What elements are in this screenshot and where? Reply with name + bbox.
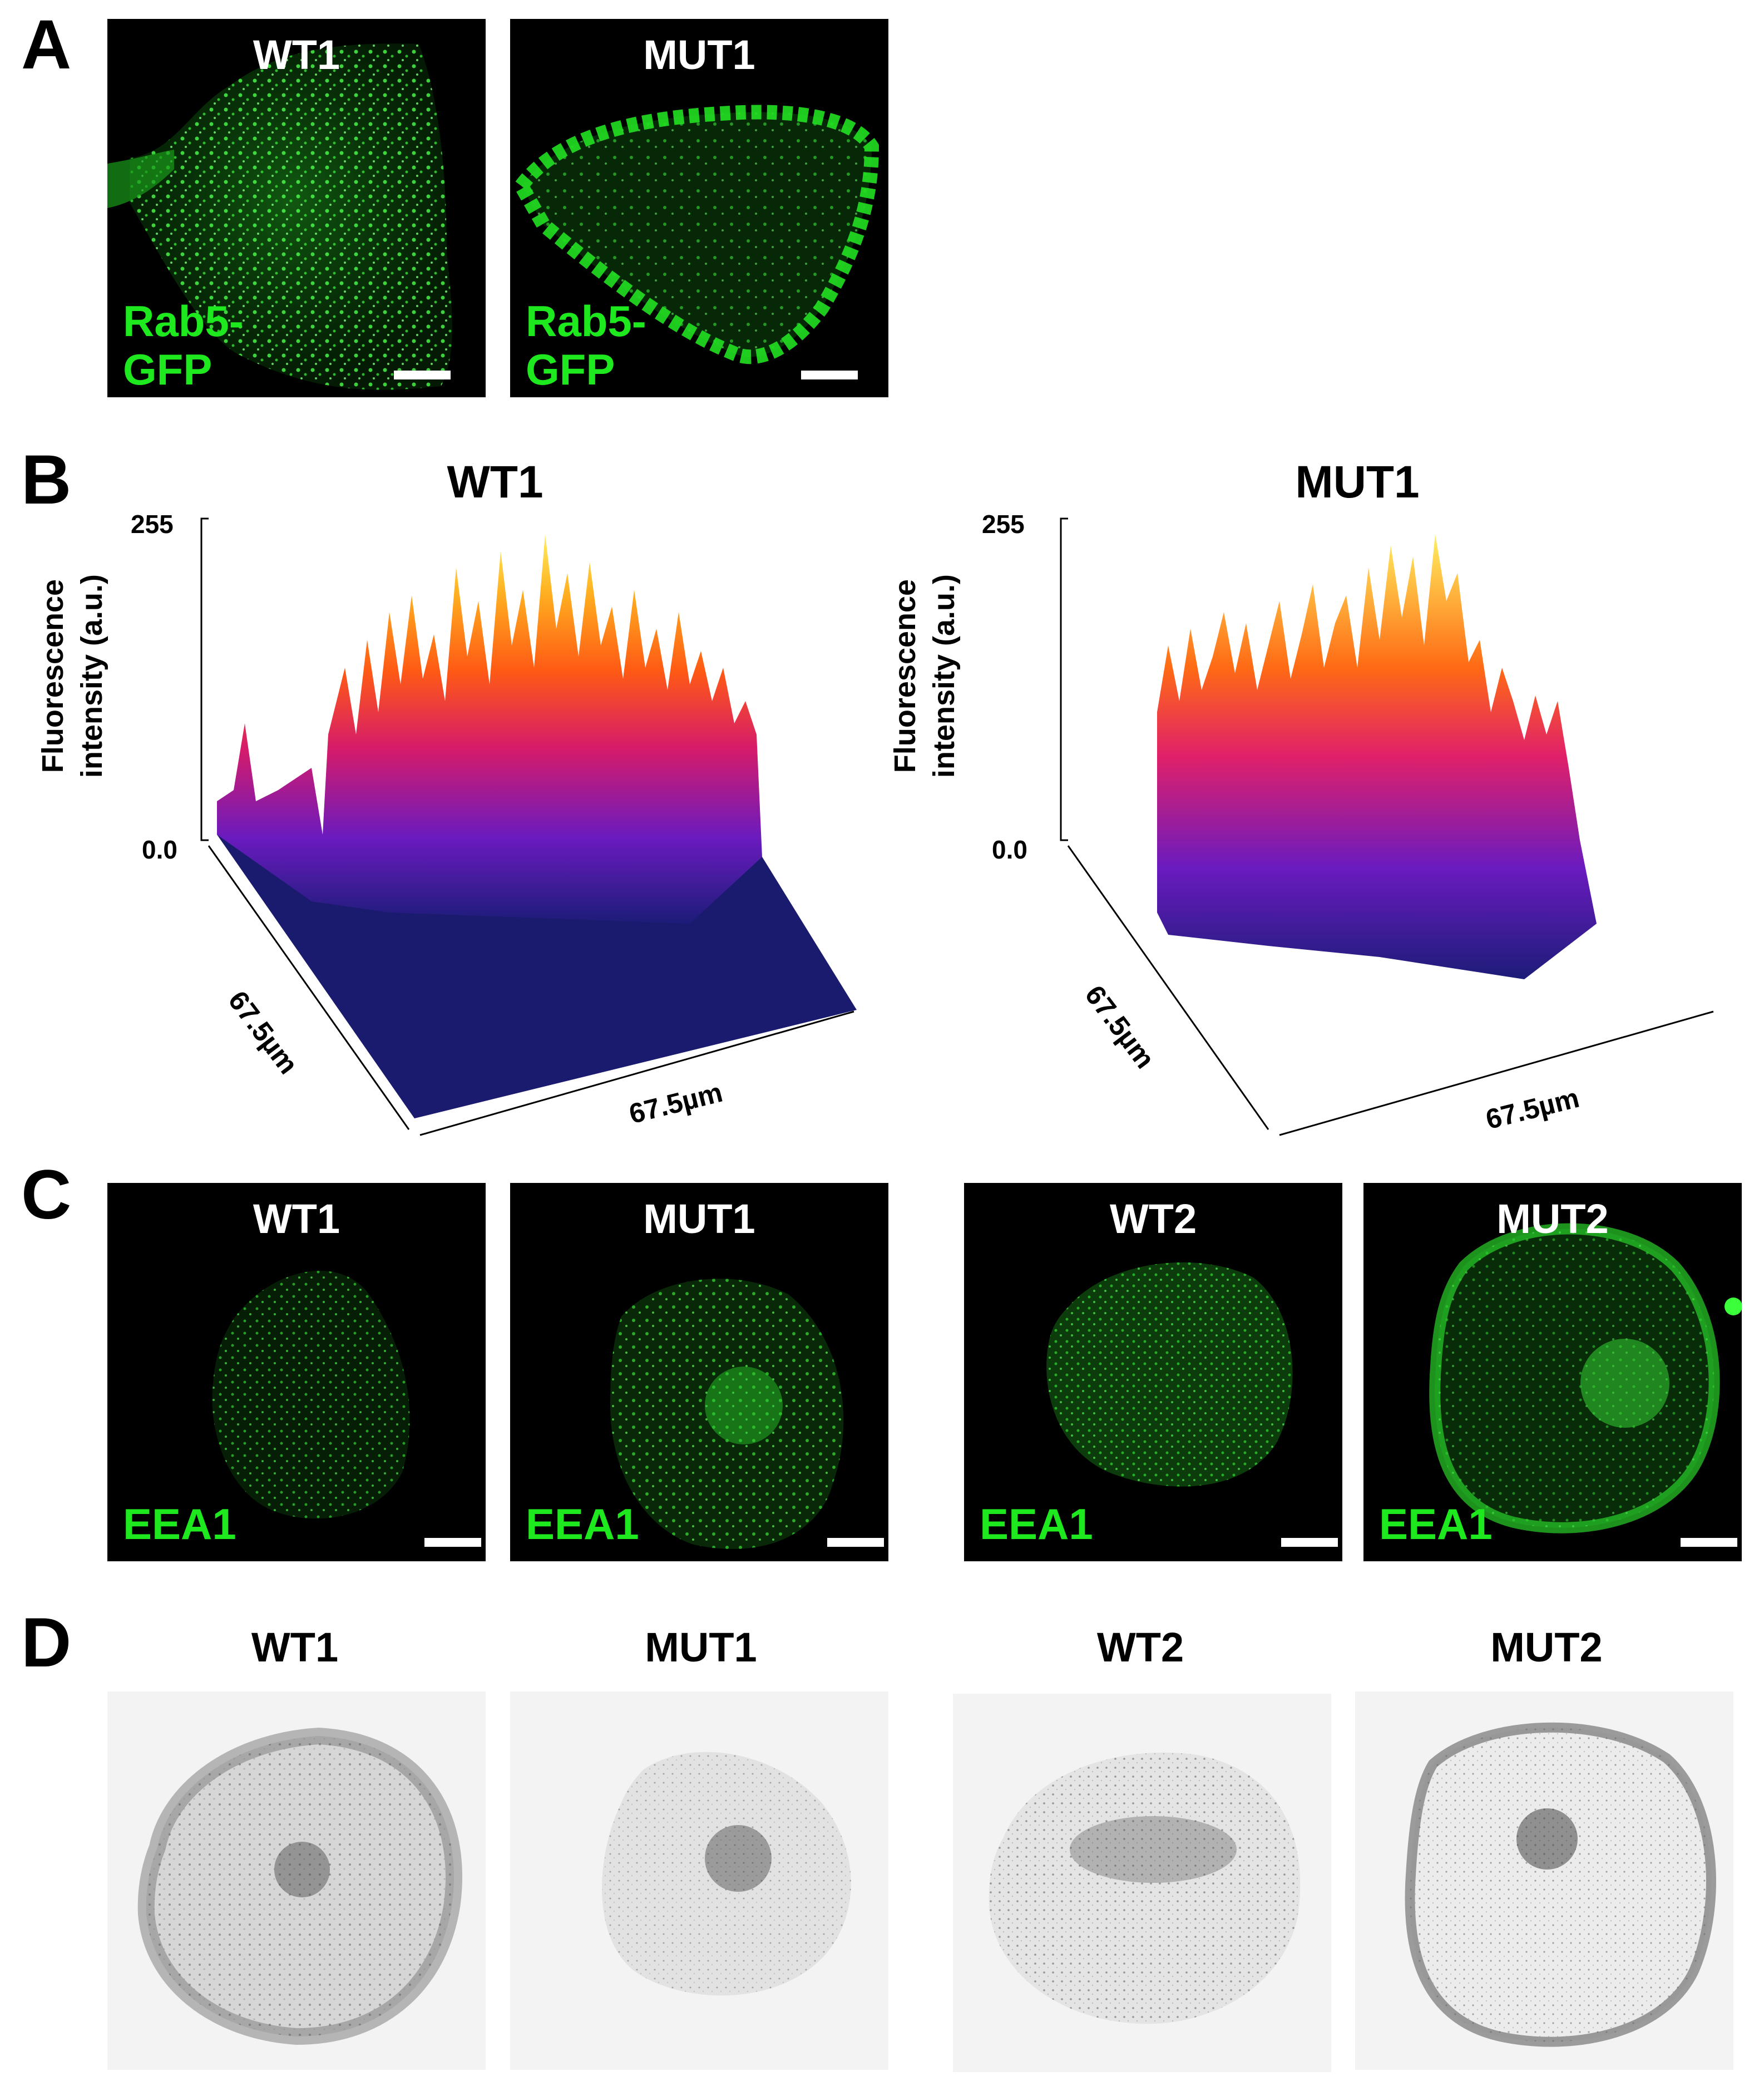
panel-c-letter: C bbox=[21, 1156, 72, 1234]
panel-a-wt1-title: WT1 bbox=[253, 32, 340, 78]
marker-line-1: Rab5- bbox=[526, 297, 646, 346]
panel-c-mut2-title: MUT2 bbox=[1496, 1196, 1609, 1242]
panel-c-mut1-title: MUT1 bbox=[643, 1196, 755, 1242]
panel-d-letter: D bbox=[21, 1604, 72, 1681]
y-max-label: 255 bbox=[131, 510, 174, 539]
panel-d-mut1-title: MUT1 bbox=[645, 1624, 757, 1670]
scale-bar bbox=[827, 1538, 884, 1547]
depth-axis-line bbox=[1067, 845, 1269, 1130]
panel-a-mut1-title: MUT1 bbox=[643, 32, 755, 78]
mut1-surface-svg bbox=[1060, 517, 1714, 1136]
eea1-mut2-image: MUT2 EEA1 bbox=[1363, 1183, 1742, 1561]
inverted-wt2-cell bbox=[989, 1752, 1301, 2024]
wt1-surface-svg bbox=[200, 517, 857, 1136]
rab5-gfp-mut1-image: MUT1 Rab5- GFP bbox=[510, 19, 888, 397]
scale-bar bbox=[801, 371, 858, 379]
width-axis-line bbox=[1279, 1010, 1714, 1136]
eea1-wt2-image: WT2 EEA1 bbox=[964, 1183, 1342, 1561]
marker-line-2: GFP bbox=[123, 345, 213, 394]
width-axis-line bbox=[419, 1010, 854, 1136]
panel-d-wt1-title: WT1 bbox=[251, 1624, 339, 1670]
panel-c-wt2-title: WT2 bbox=[1109, 1196, 1197, 1242]
inverted-mut1-cell bbox=[602, 1752, 851, 1996]
panel-a-mut1-marker: Rab5- GFP bbox=[526, 297, 646, 394]
wt1-intensity-surface bbox=[217, 534, 762, 924]
rab5-gfp-wt1-image: WT1 Rab5- GFP bbox=[107, 19, 486, 397]
inverted-mut2-cell bbox=[1405, 1722, 1716, 2047]
panel-a-wt1-marker: Rab5- GFP bbox=[123, 297, 244, 394]
y-max-label: 255 bbox=[982, 510, 1025, 539]
panel-c-wt2-marker: EEA1 bbox=[980, 1500, 1093, 1548]
eea1-wt1-image: WT1 EEA1 bbox=[107, 1183, 486, 1561]
panel-c-mut1-marker: EEA1 bbox=[526, 1500, 639, 1548]
panel-c-wt1-marker: EEA1 bbox=[123, 1500, 236, 1548]
inverted-wt2-image bbox=[953, 1694, 1331, 2072]
inverted-mut2-image bbox=[1355, 1691, 1733, 2070]
eea1-mut1-image: MUT1 EEA1 bbox=[510, 1183, 888, 1561]
eea1-mut2-cell bbox=[1429, 1223, 1742, 1533]
panel-b-letter: B bbox=[21, 441, 72, 519]
panel-a-letter: A bbox=[21, 6, 72, 83]
inverted-mut1-image bbox=[510, 1691, 888, 2070]
inverted-wt1-cell bbox=[137, 1727, 462, 2045]
eea1-wt2-cell bbox=[1046, 1262, 1293, 1487]
y-min-label: 0.0 bbox=[142, 835, 177, 864]
panel-b-mut1-title: MUT1 bbox=[1295, 457, 1420, 507]
mut1-surface-plot bbox=[879, 501, 1764, 1157]
scale-bar bbox=[394, 371, 451, 379]
scale-bar bbox=[424, 1538, 481, 1547]
scale-bar bbox=[1281, 1538, 1338, 1547]
y-min-label: 0.0 bbox=[992, 835, 1027, 864]
panel-b-wt1-title: WT1 bbox=[447, 457, 543, 507]
y-axis-line bbox=[1060, 517, 1068, 841]
eea1-mut1-cell bbox=[610, 1279, 844, 1549]
scale-bar bbox=[1681, 1538, 1737, 1547]
panel-c-mut2-marker: EEA1 bbox=[1379, 1500, 1493, 1548]
panel-d-mut2-title: MUT2 bbox=[1490, 1624, 1603, 1670]
inverted-wt1-image bbox=[107, 1691, 486, 2070]
panel-c-wt1-title: WT1 bbox=[253, 1196, 340, 1242]
panel-d-wt2-title: WT2 bbox=[1096, 1624, 1184, 1670]
marker-line-1: Rab5- bbox=[123, 297, 244, 346]
mut1-intensity-surface bbox=[1157, 534, 1597, 979]
marker-line-2: GFP bbox=[526, 345, 615, 394]
depth-axis-line bbox=[207, 845, 410, 1130]
mut1-cell-fluorescence bbox=[512, 105, 879, 364]
eea1-wt1-cell bbox=[212, 1270, 410, 1519]
wt1-surface-plot bbox=[0, 501, 890, 1157]
y-axis-line bbox=[200, 517, 209, 841]
wt1-cell-fluorescence bbox=[107, 43, 452, 390]
